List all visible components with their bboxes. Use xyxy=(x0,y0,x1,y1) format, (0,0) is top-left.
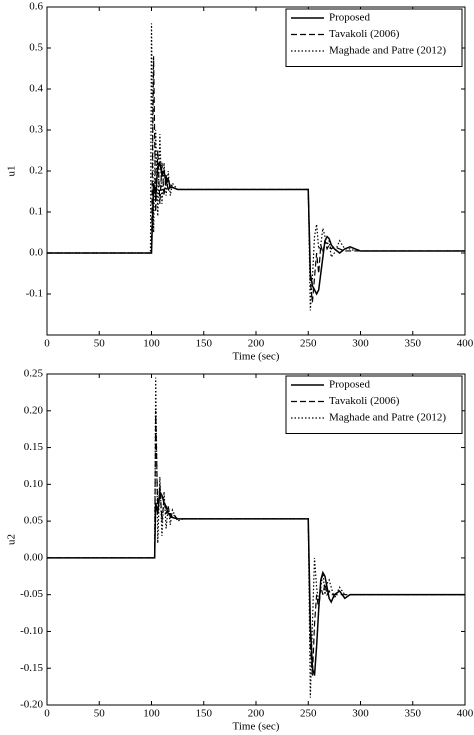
x-tick-label: 150 xyxy=(196,338,213,350)
series-line xyxy=(47,160,465,296)
legend-label: Proposed xyxy=(329,12,370,24)
legend-label: Maghade and Patre (2012) xyxy=(329,45,446,57)
y-tick-label: 0.05 xyxy=(24,515,44,527)
legend-box xyxy=(285,8,463,67)
x-axis-label: Time (sec) xyxy=(233,721,280,733)
y-axis-label: u1 xyxy=(6,166,18,177)
y-tick-label: -0.1 xyxy=(26,288,43,300)
x-tick-label: 100 xyxy=(143,338,160,350)
y-tick-label: 0.10 xyxy=(24,478,44,490)
y-tick-label: -0.05 xyxy=(20,588,43,600)
legend-label: Maghade and Patre (2012) xyxy=(329,412,446,424)
y-tick-label: 0.6 xyxy=(29,1,43,13)
legend-label: Tavakoli (2006) xyxy=(329,28,400,40)
y-axis-label: u2 xyxy=(6,534,18,545)
series-line xyxy=(47,23,465,311)
y-tick-label: 0.4 xyxy=(29,83,43,95)
legend-label: Tavakoli (2006) xyxy=(329,395,400,407)
x-tick-label: 50 xyxy=(94,338,106,350)
x-tick-label: 0 xyxy=(44,708,50,720)
y-tick-label: -0.20 xyxy=(20,699,43,711)
y-tick-label: 0.5 xyxy=(29,42,43,54)
x-tick-label: 250 xyxy=(300,338,317,350)
y-tick-label: 0.3 xyxy=(29,124,43,136)
series-line xyxy=(47,56,465,303)
y-tick-label: 0.20 xyxy=(24,404,44,416)
x-tick-label: 400 xyxy=(457,338,474,350)
series-line xyxy=(47,410,465,676)
x-axis-label: Time (sec) xyxy=(233,351,280,363)
x-tick-label: 350 xyxy=(405,708,422,720)
y-tick-label: -0.15 xyxy=(20,662,43,674)
y-tick-label: 0.2 xyxy=(29,165,43,177)
x-tick-label: 100 xyxy=(143,708,160,720)
x-tick-label: 200 xyxy=(248,338,265,350)
x-tick-label: 400 xyxy=(457,708,474,720)
x-tick-label: 150 xyxy=(196,708,213,720)
x-tick-label: 250 xyxy=(300,708,317,720)
y-tick-label: -0.10 xyxy=(20,625,43,637)
y-tick-label: 0.25 xyxy=(24,368,44,380)
x-tick-label: 200 xyxy=(248,708,265,720)
y-tick-label: 0.15 xyxy=(24,441,44,453)
x-tick-label: 300 xyxy=(352,708,369,720)
x-tick-label: 50 xyxy=(94,708,106,720)
x-tick-label: 300 xyxy=(352,338,369,350)
y-tick-label: 0.0 xyxy=(29,247,43,259)
x-tick-label: 350 xyxy=(405,338,422,350)
y-tick-label: 0.00 xyxy=(24,551,44,563)
legend-label: Proposed xyxy=(329,379,370,391)
x-tick-label: 0 xyxy=(44,338,50,350)
y-tick-label: 0.1 xyxy=(29,206,43,218)
